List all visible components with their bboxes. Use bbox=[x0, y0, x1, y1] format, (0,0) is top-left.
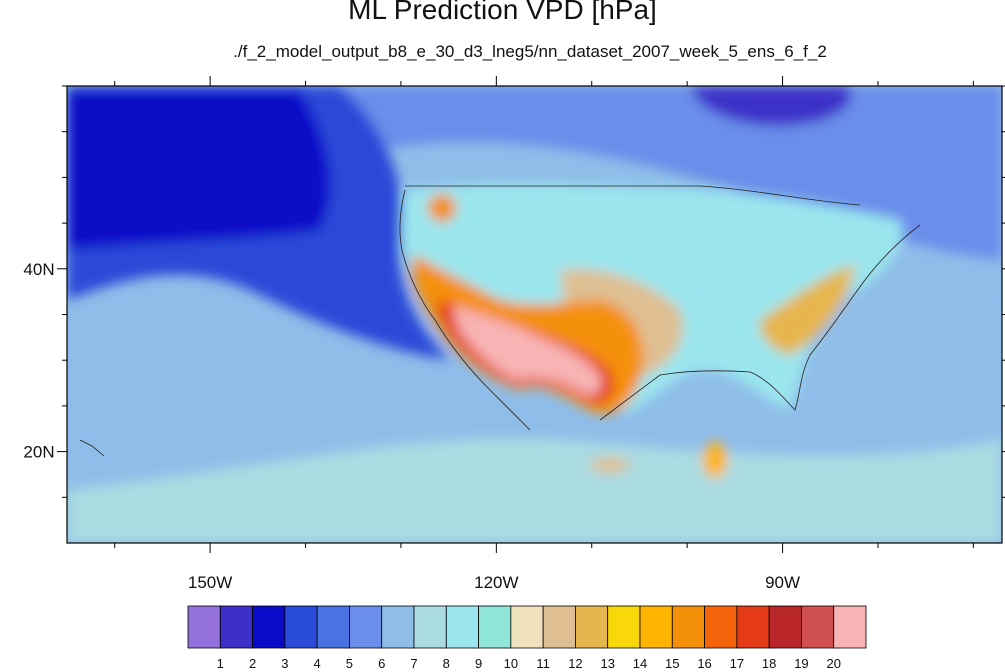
colorbar-swatch bbox=[704, 605, 738, 649]
x-tick-label: 120W bbox=[474, 573, 518, 592]
canada-border-line bbox=[405, 185, 861, 206]
colorbar-label: 5 bbox=[346, 656, 353, 671]
colorbar-label: 4 bbox=[314, 656, 321, 671]
vpd-region-mexico-warm bbox=[590, 457, 630, 473]
colorbar-label: 6 bbox=[378, 656, 385, 671]
colorbar-swatch bbox=[445, 605, 479, 649]
colorbar-swatch bbox=[639, 605, 673, 649]
chart-title: ML Prediction VPD [hPa] bbox=[348, 0, 657, 25]
colorbar-swatch bbox=[316, 605, 350, 649]
colorbar-label: 17 bbox=[730, 656, 744, 671]
colorbar-label: 11 bbox=[536, 656, 550, 671]
colorbar: 1 2 3 4 5 6 7 8 9 10 11 12 13 14 15 16 17 18 19 20 bbox=[187, 605, 867, 671]
hawaii-line bbox=[79, 439, 105, 457]
colorbar-label: 9 bbox=[475, 656, 482, 671]
colorbar-swatch bbox=[478, 605, 512, 649]
colorbar-swatch bbox=[219, 605, 253, 649]
colorbar-label: 12 bbox=[568, 656, 582, 671]
vpd-region-southwest-pink bbox=[453, 305, 602, 396]
colorbar-swatch bbox=[607, 605, 641, 649]
colorbar-swatch bbox=[381, 605, 415, 649]
vpd-region-pacific-deep bbox=[67, 90, 331, 250]
vpd-field bbox=[67, 86, 1002, 543]
colorbar-label: 10 bbox=[504, 656, 518, 671]
vpd-region-canada-purple bbox=[690, 86, 852, 126]
axis-tick-labels: 150W 120W 90W 20N 40N bbox=[23, 260, 800, 592]
vpd-region-light-south bbox=[67, 438, 1002, 543]
vpd-map bbox=[67, 86, 1002, 543]
colorbar-label: 1 bbox=[217, 656, 224, 671]
colorbar-label: 8 bbox=[443, 656, 450, 671]
colorbar-label: 3 bbox=[281, 656, 288, 671]
colorbar-label: 13 bbox=[600, 656, 614, 671]
colorbar-swatch bbox=[510, 605, 544, 649]
colorbar-swatch bbox=[833, 605, 867, 649]
colorbar-label: 20 bbox=[826, 656, 840, 671]
west-coast-line bbox=[399, 189, 531, 431]
colorbar-label: 16 bbox=[697, 656, 711, 671]
colorbar-label: 14 bbox=[633, 656, 647, 671]
y-tick-label: 20N bbox=[23, 443, 54, 462]
vpd-region-mexico-hot bbox=[703, 442, 727, 478]
colorbar-swatch bbox=[252, 605, 286, 649]
x-tick-label: 150W bbox=[188, 573, 232, 592]
y-tick-label: 40N bbox=[23, 260, 54, 279]
colorbar-label: 2 bbox=[249, 656, 256, 671]
gulf-coast-line bbox=[599, 224, 921, 421]
colorbar-swatch bbox=[413, 605, 447, 649]
vpd-region-northwest-hot bbox=[428, 194, 456, 222]
colorbar-swatch bbox=[768, 605, 802, 649]
coastlines bbox=[79, 185, 921, 457]
colorbar-swatch bbox=[671, 605, 705, 649]
colorbar-swatch bbox=[736, 605, 770, 649]
x-tick-label: 90W bbox=[765, 573, 800, 592]
colorbar-swatch bbox=[284, 605, 318, 649]
colorbar-swatch bbox=[575, 605, 609, 649]
chart-subtitle: ./f_2_model_output_b8_e_30_d3_lneg5/nn_d… bbox=[233, 42, 827, 61]
vpd-region-atlantic bbox=[820, 276, 1002, 440]
colorbar-swatch bbox=[542, 605, 576, 649]
colorbar-label: 19 bbox=[794, 656, 808, 671]
vpd-region-southeast-warm bbox=[759, 265, 855, 355]
colorbar-swatch bbox=[187, 605, 221, 649]
colorbar-swatch bbox=[801, 605, 835, 649]
colorbar-label: 7 bbox=[410, 656, 417, 671]
colorbar-label: 18 bbox=[762, 656, 776, 671]
colorbar-label: 15 bbox=[665, 656, 679, 671]
colorbar-swatch bbox=[349, 605, 383, 649]
